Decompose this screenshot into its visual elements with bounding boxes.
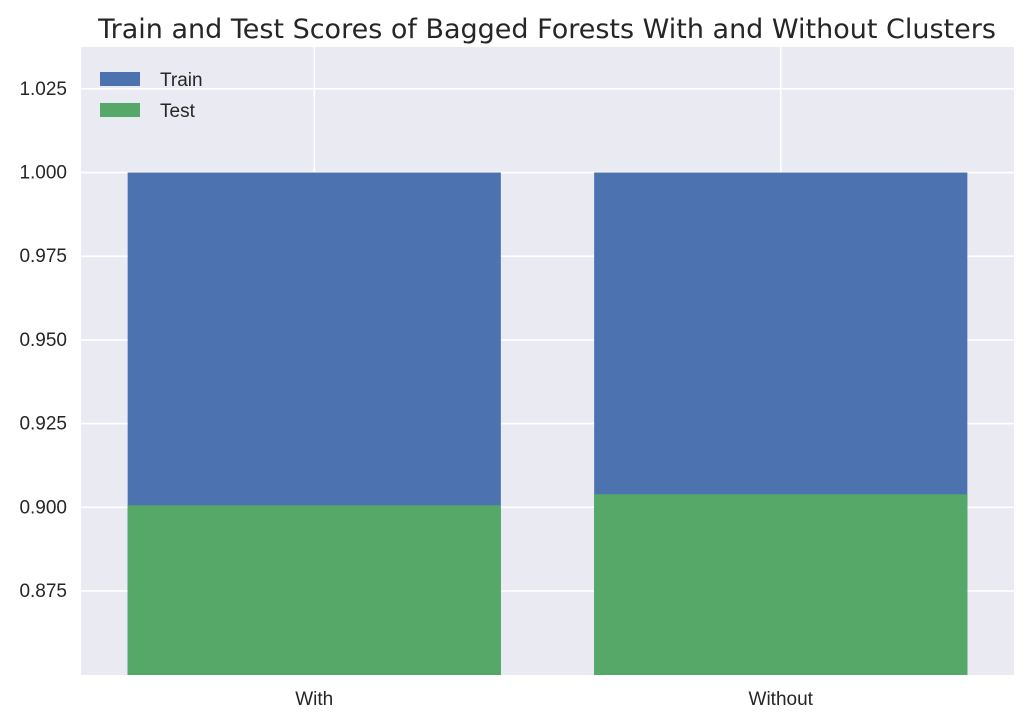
legend-label-train: Train: [160, 70, 203, 91]
y-tick-label: 1.025: [19, 79, 67, 100]
x-tick-label: With: [295, 689, 333, 710]
y-tick-label: 0.900: [19, 497, 67, 518]
bars: [127, 172, 968, 675]
legend: Train Test: [100, 70, 203, 122]
y-tick-label: 1.000: [19, 163, 67, 184]
y-tick-label: 0.875: [19, 581, 67, 602]
y-tick-label: 0.925: [19, 414, 67, 435]
legend-swatch-train: [100, 72, 140, 86]
legend-label-test: Test: [160, 101, 196, 122]
y-tick-label: 0.975: [19, 246, 67, 267]
x-axis-ticks: With Without: [295, 689, 813, 710]
legend-swatch-test: [100, 103, 140, 117]
bar-test-without: [594, 494, 968, 675]
x-tick-label: Without: [749, 689, 814, 710]
bar-test-with: [127, 505, 501, 675]
y-tick-label: 0.950: [19, 330, 67, 351]
y-axis-ticks: 0.875 0.900 0.925 0.950 0.975 1.000 1.025: [19, 79, 67, 602]
chart-title: Train and Test Scores of Bagged Forests …: [97, 14, 996, 45]
